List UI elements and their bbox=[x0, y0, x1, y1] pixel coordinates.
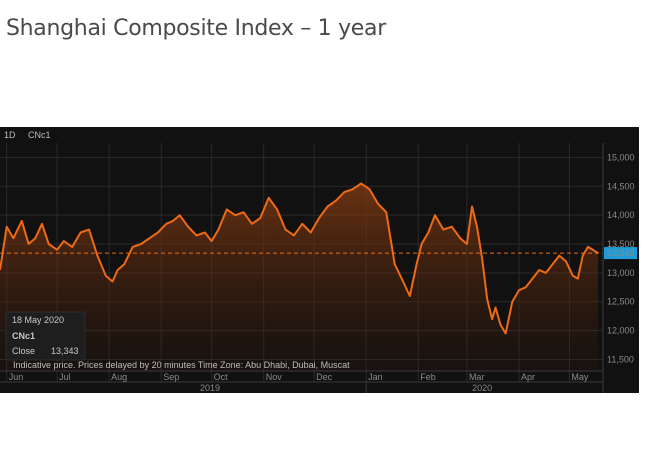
y-tick-label: 12,000 bbox=[607, 326, 635, 336]
x-tick-label: Sep bbox=[163, 372, 179, 382]
y-tick-label: 12,500 bbox=[607, 297, 635, 307]
x-tick-label: Nov bbox=[266, 372, 283, 382]
x-tick-label: Apr bbox=[521, 372, 535, 382]
x-tick-label: Feb bbox=[420, 372, 436, 382]
tooltip: 18 May 2020 CNc1 Close 13,343 bbox=[5, 311, 86, 361]
y-tick-label: 14,500 bbox=[607, 181, 635, 191]
toolbar-background bbox=[0, 127, 603, 143]
price-line-path bbox=[0, 182, 599, 335]
price-area-fill bbox=[0, 183, 598, 371]
last-price-label: 13,343 bbox=[607, 248, 635, 258]
footer-note: Indicative price. Prices delayed by 20 m… bbox=[13, 360, 350, 370]
x-tick-label: Jun bbox=[9, 372, 24, 382]
x-year-label: 2019 bbox=[200, 383, 220, 393]
symbol-label[interactable]: CNc1 bbox=[28, 130, 51, 140]
x-tick-label: Jul bbox=[59, 372, 71, 382]
price-area bbox=[0, 183, 598, 371]
y-tick-label: 13,500 bbox=[607, 239, 635, 249]
x-tick-label: May bbox=[571, 372, 589, 382]
y-axis: 11,500 12,000 12,500 13,000 13,500 14,000 14,5… bbox=[604, 152, 637, 364]
price-chart[interactable]: 11,500 12,000 12,500 13,000 13,500 14,000 14,5… bbox=[0, 127, 639, 393]
tooltip-symbol: CNc1 bbox=[12, 331, 35, 341]
x-tick-label: Aug bbox=[111, 372, 127, 382]
interval-button[interactable]: 1D bbox=[4, 130, 16, 140]
x-year-label: 2020 bbox=[472, 383, 492, 393]
tooltip-date: 18 May 2020 bbox=[12, 315, 64, 325]
x-tick-label: Oct bbox=[214, 372, 229, 382]
y-tick-label: 13,000 bbox=[607, 268, 635, 278]
last-price-badge bbox=[604, 247, 637, 260]
chart-panel[interactable]: 11,500 12,000 12,500 13,000 13,500 14,000 14,5… bbox=[0, 127, 639, 393]
tooltip-box bbox=[5, 311, 86, 361]
x-tick-label: Jan bbox=[368, 372, 383, 382]
y-tick-label: 15,000 bbox=[607, 152, 635, 162]
price-line bbox=[0, 182, 603, 335]
y-tick-label: 11,500 bbox=[607, 354, 634, 364]
tooltip-close-label: Close bbox=[12, 346, 35, 356]
x-tick-label: Mar bbox=[469, 372, 485, 382]
tooltip-close-value: 13,343 bbox=[51, 346, 79, 356]
x-axis: Jun Jul Aug Sep Oct Nov Dec Jan Feb Mar Apr May 2019… bbox=[0, 143, 604, 393]
y-tick-label: 14,000 bbox=[607, 210, 635, 220]
x-tick-label: Dec bbox=[316, 372, 333, 382]
page-title: Shanghai Composite Index – 1 year bbox=[6, 16, 386, 41]
